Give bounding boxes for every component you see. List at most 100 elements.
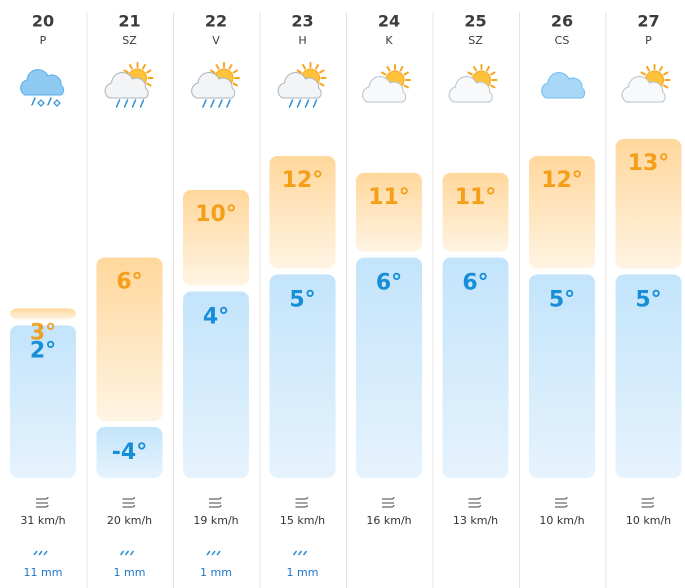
wind-stroke bbox=[468, 504, 482, 508]
sun-ray bbox=[302, 64, 306, 70]
min-temp: 5° bbox=[635, 288, 661, 313]
raindrop bbox=[296, 99, 302, 108]
raindrop bbox=[131, 99, 137, 108]
rain-amount: 11 mm bbox=[24, 566, 63, 579]
wind-speed: 15 km/h bbox=[280, 514, 325, 527]
wind-stroke bbox=[122, 496, 136, 500]
min-temp: -4° bbox=[112, 440, 147, 465]
min-temp: 5° bbox=[549, 288, 575, 313]
sun-ray bbox=[659, 66, 663, 72]
wind-stroke bbox=[36, 504, 49, 508]
weather-icon bbox=[191, 62, 240, 108]
sun-ray bbox=[146, 69, 152, 74]
wind-icon bbox=[468, 496, 482, 508]
snowflake bbox=[53, 99, 61, 107]
weekday: P bbox=[645, 34, 652, 47]
day-number: 24 bbox=[378, 12, 400, 31]
min-temp: 2° bbox=[30, 338, 56, 363]
weather-icon bbox=[621, 64, 671, 103]
weather-icon bbox=[104, 62, 154, 108]
sun-ray bbox=[490, 84, 496, 89]
wind-stroke bbox=[555, 496, 568, 500]
cloud bbox=[277, 72, 322, 99]
raindrop bbox=[304, 99, 310, 108]
min-temp: 6° bbox=[376, 271, 402, 296]
wind-stroke bbox=[209, 504, 222, 508]
wind-stroke bbox=[641, 504, 655, 508]
weather-icon bbox=[277, 62, 327, 108]
weather-icon bbox=[541, 72, 586, 99]
day-number: 21 bbox=[118, 12, 140, 31]
sun-ray bbox=[319, 82, 325, 87]
rain-amount: 1 mm bbox=[200, 566, 232, 579]
cloud bbox=[362, 76, 407, 103]
sun-ray bbox=[296, 69, 302, 74]
day-number: 20 bbox=[32, 12, 54, 31]
max-temp: 10° bbox=[195, 202, 237, 227]
max-temp-bar bbox=[10, 308, 76, 320]
sun-ray bbox=[640, 71, 646, 76]
wind-stroke bbox=[641, 496, 655, 500]
max-temp-bar bbox=[96, 257, 163, 421]
min-temp-bar bbox=[183, 291, 249, 478]
raindrop bbox=[123, 99, 129, 108]
rain-stroke bbox=[216, 550, 221, 556]
raindrop bbox=[31, 97, 36, 106]
wind-stroke bbox=[555, 504, 568, 508]
cloud bbox=[191, 72, 236, 99]
sun-ray bbox=[486, 66, 490, 72]
sun-ray bbox=[146, 82, 152, 87]
max-temp: 12° bbox=[282, 168, 324, 193]
wind-speed: 20 km/h bbox=[107, 514, 152, 527]
wind-stroke bbox=[295, 504, 309, 508]
min-temp-bar bbox=[615, 274, 682, 478]
min-temp-bar bbox=[356, 257, 422, 478]
min-temp-bar bbox=[529, 274, 595, 478]
max-temp-bar bbox=[615, 139, 682, 269]
wind-stroke bbox=[295, 496, 309, 500]
sun-ray bbox=[319, 69, 325, 74]
wind-stroke bbox=[122, 504, 136, 508]
rain-stroke bbox=[211, 550, 216, 556]
rain-icon bbox=[33, 550, 48, 556]
cloud bbox=[541, 72, 586, 99]
rain-stroke bbox=[206, 550, 211, 556]
min-temp-bar bbox=[269, 274, 336, 478]
day-number: 23 bbox=[291, 12, 313, 31]
max-temp: 12° bbox=[541, 168, 583, 193]
rain-stroke bbox=[38, 550, 43, 556]
sun-ray bbox=[399, 66, 404, 72]
snowflake bbox=[37, 99, 45, 107]
wind-speed: 31 km/h bbox=[20, 514, 65, 527]
raindrop bbox=[139, 99, 145, 108]
sun-ray bbox=[646, 66, 650, 72]
wind-icon bbox=[382, 496, 395, 508]
sun-ray bbox=[386, 66, 391, 72]
raindrop bbox=[115, 99, 121, 108]
raindrop bbox=[202, 99, 207, 108]
wind-stroke bbox=[468, 496, 482, 500]
min-temp: 4° bbox=[203, 304, 229, 329]
weather-icon bbox=[448, 64, 498, 103]
weather-icon bbox=[20, 69, 65, 107]
wind-speed: 10 km/h bbox=[626, 514, 671, 527]
wind-icon bbox=[641, 496, 655, 508]
sun-ray bbox=[215, 64, 220, 70]
day-number: 22 bbox=[205, 12, 227, 31]
raindrop bbox=[218, 99, 223, 108]
cloud bbox=[448, 76, 493, 103]
wind-icon bbox=[122, 496, 136, 508]
wind-speed: 10 km/h bbox=[539, 514, 584, 527]
max-temp-bar bbox=[269, 155, 336, 269]
max-temp: 11° bbox=[368, 185, 410, 210]
wind-stroke bbox=[382, 504, 395, 508]
weather-icon bbox=[362, 64, 411, 103]
wind-stroke bbox=[209, 496, 222, 500]
max-temp: 11° bbox=[455, 185, 497, 210]
cloud bbox=[20, 69, 65, 96]
min-temp-bar bbox=[10, 325, 76, 478]
sun-ray bbox=[467, 71, 473, 76]
min-temp: 6° bbox=[462, 271, 488, 296]
rain-stroke bbox=[292, 550, 298, 556]
